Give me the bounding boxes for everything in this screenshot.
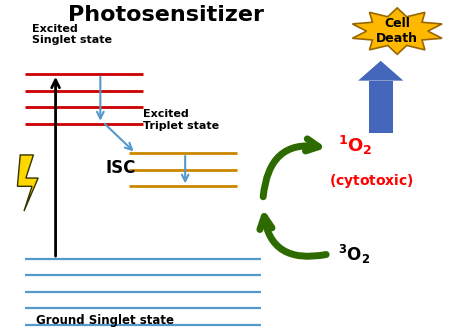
Polygon shape bbox=[369, 81, 392, 134]
FancyArrowPatch shape bbox=[263, 139, 319, 197]
FancyArrowPatch shape bbox=[260, 216, 326, 256]
Text: Photosensitizer: Photosensitizer bbox=[68, 5, 264, 25]
Polygon shape bbox=[18, 155, 38, 211]
Text: $\mathbf{^1O_2}$: $\mathbf{^1O_2}$ bbox=[338, 134, 373, 157]
Polygon shape bbox=[352, 8, 442, 54]
Text: Ground Singlet state: Ground Singlet state bbox=[36, 314, 174, 327]
Text: $\mathbf{(cytotoxic)}$: $\mathbf{(cytotoxic)}$ bbox=[329, 172, 414, 190]
Text: Cell
Death: Cell Death bbox=[376, 17, 418, 45]
Text: $\mathbf{^3O_2}$: $\mathbf{^3O_2}$ bbox=[338, 242, 370, 265]
Text: Excited
Triplet state: Excited Triplet state bbox=[143, 110, 219, 131]
Text: ISC: ISC bbox=[105, 159, 136, 177]
Text: Excited
Singlet state: Excited Singlet state bbox=[32, 24, 112, 45]
Polygon shape bbox=[358, 61, 403, 81]
